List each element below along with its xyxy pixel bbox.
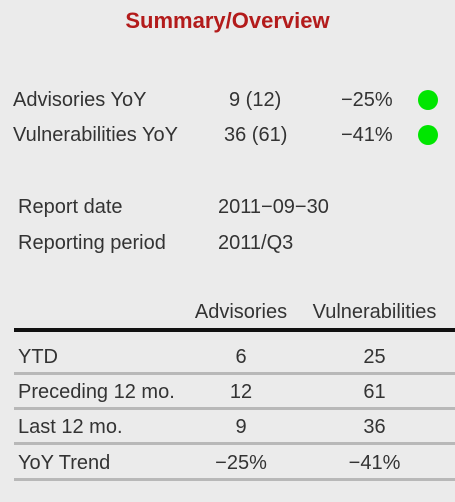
reporting-period-value: 2011/Q3 xyxy=(218,232,294,254)
vulnerabilities-yoy-label: Vulnerabilities YoY xyxy=(13,124,178,146)
report-date-label: Report date xyxy=(18,196,123,218)
table-row-label: YoY Trend xyxy=(18,452,111,474)
advisories-yoy-change: −25% xyxy=(341,89,393,111)
table-header-divider xyxy=(14,328,455,332)
report-date-value: 2011−09−30 xyxy=(218,196,329,218)
table-cell-advisories: −25% xyxy=(215,452,267,474)
table-cell-advisories: 12 xyxy=(229,381,253,403)
table-row-divider xyxy=(14,478,455,481)
advisories-status-indicator xyxy=(418,90,438,110)
advisories-yoy-value: 9 (12) xyxy=(229,89,282,111)
table-cell-advisories: 9 xyxy=(235,416,247,438)
vulnerabilities-status-indicator xyxy=(418,125,438,145)
table-row-label: Preceding 12 mo. xyxy=(18,381,175,403)
table-cell-vulnerabilities: 36 xyxy=(363,416,386,438)
table-cell-advisories: 6 xyxy=(235,346,247,368)
table-cell-vulnerabilities: 61 xyxy=(363,381,386,403)
table-cell-vulnerabilities: 25 xyxy=(363,346,386,368)
table-row-divider xyxy=(14,442,455,445)
table-row-label: Last 12 mo. xyxy=(18,416,123,438)
table-row-divider xyxy=(14,372,455,375)
page-title: Summary/Overview xyxy=(125,8,330,33)
advisories-yoy-label: Advisories YoY xyxy=(13,89,147,111)
column-header-advisories: Advisories xyxy=(194,301,288,323)
table-cell-vulnerabilities: −41% xyxy=(348,452,401,474)
table-row-label: YTD xyxy=(18,346,58,368)
column-header-vulnerabilities: Vulnerabilities xyxy=(312,301,437,323)
table-row-divider xyxy=(14,407,455,410)
vulnerabilities-yoy-value: 36 (61) xyxy=(224,124,288,146)
reporting-period-label: Reporting period xyxy=(18,232,166,254)
vulnerabilities-yoy-change: −41% xyxy=(341,124,393,146)
